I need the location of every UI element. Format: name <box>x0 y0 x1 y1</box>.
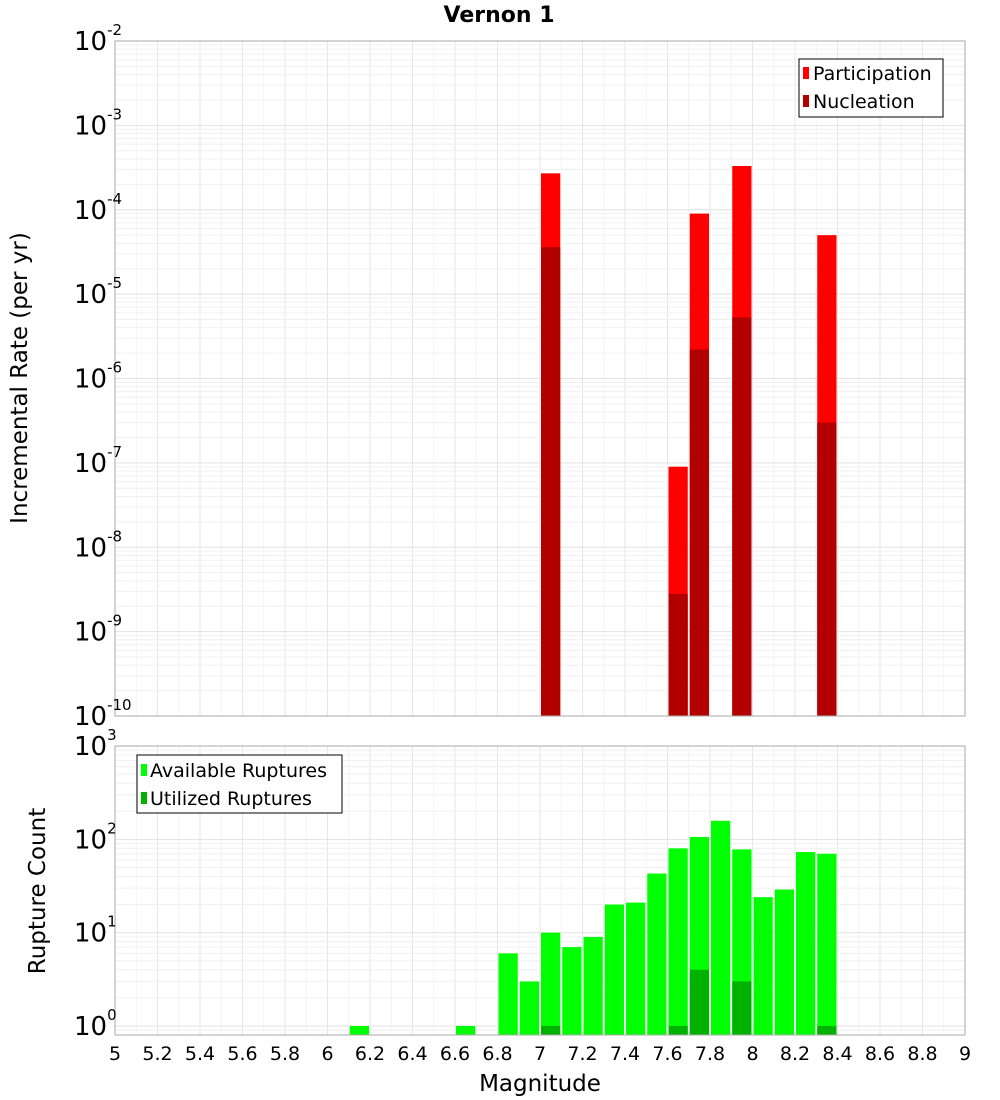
top-gridlines <box>114 40 966 717</box>
x-tick-7-6: 7.6 <box>652 1043 682 1065</box>
x-tick-7-2: 7.2 <box>567 1043 597 1065</box>
bottom-available-ruptures-bar-10 <box>668 848 688 1035</box>
bottom-bars <box>349 820 837 1035</box>
x-tick-6: 6 <box>321 1043 333 1065</box>
legend-participation-swatch <box>803 67 809 79</box>
x-tick-6-8: 6.8 <box>482 1043 512 1065</box>
bottom-legend: Available Ruptures Utilized Ruptures <box>136 754 343 814</box>
x-tick-8-2: 8.2 <box>780 1043 810 1065</box>
bottom-available-ruptures-bar-2 <box>498 953 518 1035</box>
top-y-tick-5: 10-5 <box>74 274 122 310</box>
top-bars <box>541 166 837 717</box>
bottom-available-ruptures-bar-9 <box>647 873 667 1035</box>
top-y-tick-1: 10-9 <box>74 612 122 648</box>
x-tick-6-4: 6.4 <box>397 1043 427 1065</box>
bottom-available-ruptures-bar-3 <box>519 981 539 1035</box>
legend-utilized-label: Utilized Ruptures <box>150 788 312 810</box>
x-tick-7-8: 7.8 <box>695 1043 725 1065</box>
top-y-tick-3: 10-7 <box>74 443 122 479</box>
legend-utilized-swatch <box>141 792 147 804</box>
bottom-utilized-ruptures-bar-4 <box>817 1025 837 1035</box>
bottom-available-ruptures-bar-17 <box>817 853 837 1035</box>
x-tick-5-6: 5.6 <box>227 1043 257 1065</box>
legend-available-label: Available Ruptures <box>150 760 327 782</box>
top-nucleation-bar-1 <box>668 593 688 716</box>
top-y-tick-2: 10-8 <box>74 527 122 563</box>
bottom-plot-frame <box>114 745 966 1036</box>
bottom-y-tick-2: 102 <box>74 819 117 855</box>
top-nucleation-bar-2 <box>689 349 709 716</box>
bottom-available-ruptures-bar-14 <box>753 897 773 1035</box>
x-tick-8-8: 8.8 <box>907 1043 937 1065</box>
top-y-tick-4: 10-6 <box>74 359 122 395</box>
bottom-y-axis-label: Rupture Count <box>25 808 51 974</box>
x-tick-6-2: 6.2 <box>355 1043 385 1065</box>
bottom-available-ruptures-bar-12 <box>711 820 731 1035</box>
bottom-available-ruptures-bar-5 <box>562 947 582 1035</box>
x-axis-label: Magnitude <box>479 1071 601 1097</box>
bottom-y-tick-labels: 100 101 102 103 <box>74 726 117 1042</box>
x-tick-7: 7 <box>534 1043 546 1065</box>
bottom-available-ruptures-bar-4 <box>541 932 561 1035</box>
x-tick-labels: 5 5.2 5.4 5.6 5.8 6 6.2 6.4 6.6 6.8 7 7.2 7.4 7.6 7.8 8… <box>109 1043 971 1065</box>
chart-title: Vernon 1 <box>444 3 555 28</box>
legend-available-swatch <box>141 764 147 776</box>
top-plot-frame <box>114 40 966 717</box>
top-nucleation-bar-3 <box>732 317 752 716</box>
legend-nucleation-label: Nucleation <box>813 91 915 113</box>
top-y-tick-7: 10-3 <box>74 105 122 141</box>
x-tick-8: 8 <box>746 1043 758 1065</box>
bottom-available-ruptures-bar-6 <box>583 936 603 1035</box>
top-legend: Participation Nucleation <box>798 58 944 118</box>
top-nucleation-bar-4 <box>817 422 837 716</box>
bottom-available-ruptures-bar-15 <box>774 889 794 1035</box>
top-y-tick-0: 10-10 <box>74 696 132 732</box>
bottom-available-ruptures-bar-16 <box>796 852 816 1035</box>
bottom-utilized-ruptures-bar-3 <box>732 981 752 1035</box>
top-y-tick-8: 10-2 <box>74 21 122 57</box>
x-tick-5: 5 <box>109 1043 121 1065</box>
x-tick-9: 9 <box>959 1043 971 1065</box>
bottom-utilized-ruptures-bar-2 <box>689 969 709 1035</box>
bottom-available-ruptures-bar-1 <box>456 1025 476 1035</box>
x-tick-8-4: 8.4 <box>822 1043 852 1065</box>
legend-nucleation-swatch <box>803 95 809 107</box>
bottom-y-tick-1: 101 <box>74 913 117 949</box>
bottom-y-tick-0: 100 <box>74 1006 117 1042</box>
bottom-utilized-ruptures-bar-1 <box>668 1025 688 1035</box>
x-tick-8-6: 8.6 <box>865 1043 895 1065</box>
bottom-available-ruptures-bar-0 <box>349 1025 369 1035</box>
top-y-tick-6: 10-4 <box>74 190 122 226</box>
legend-participation-label: Participation <box>813 63 932 85</box>
bottom-utilized-ruptures-bar-0 <box>541 1025 561 1035</box>
x-tick-5-4: 5.4 <box>185 1043 215 1065</box>
top-y-axis-label: Incremental Rate (per yr) <box>7 232 33 524</box>
bottom-available-ruptures-bar-8 <box>626 902 646 1035</box>
x-tick-7-4: 7.4 <box>610 1043 640 1065</box>
top-nucleation-bar-0 <box>541 247 561 716</box>
x-tick-6-6: 6.6 <box>440 1043 470 1065</box>
x-tick-5-8: 5.8 <box>270 1043 300 1065</box>
bottom-available-ruptures-bar-7 <box>604 904 624 1035</box>
top-y-tick-labels: 10-10 10-9 10-8 10-7 10-6 10-5 10-4 10-3 10-2 <box>74 21 132 732</box>
bottom-y-tick-3: 103 <box>74 726 117 762</box>
x-tick-5-2: 5.2 <box>142 1043 172 1065</box>
